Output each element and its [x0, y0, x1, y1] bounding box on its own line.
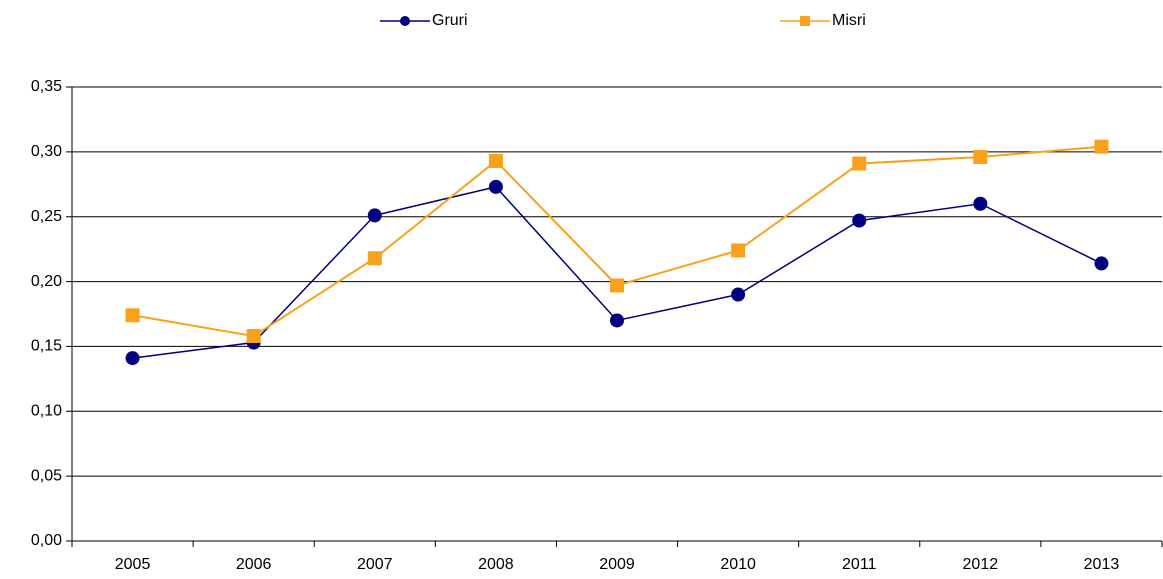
y-tick-label: 0,35	[31, 78, 62, 95]
y-tick-label: 0,10	[31, 403, 62, 420]
y-tick-label: 0,25	[31, 208, 62, 225]
x-tick-label: 2009	[599, 556, 635, 573]
point	[367, 251, 382, 266]
point	[367, 208, 382, 223]
point	[1094, 139, 1109, 154]
point	[852, 213, 867, 228]
point	[731, 287, 746, 302]
legend-marker	[400, 16, 410, 26]
point	[1094, 256, 1109, 271]
series-line	[132, 186, 1102, 359]
y-tick-label: 0,30	[31, 143, 62, 160]
y-tick-label: 0,00	[31, 532, 62, 549]
x-tick-label: 2006	[236, 556, 272, 573]
point	[973, 196, 988, 211]
y-tick-label: 0,05	[31, 467, 62, 484]
legend-label: Gruri	[432, 12, 468, 29]
point	[246, 329, 261, 344]
x-tick-label: 2013	[1084, 556, 1120, 573]
point	[973, 150, 988, 165]
point	[610, 278, 624, 293]
x-tick-label: 2012	[963, 556, 999, 573]
point	[852, 156, 867, 171]
point	[488, 153, 503, 168]
legend-label: Misri	[832, 12, 866, 29]
x-tick-label: 2007	[357, 556, 393, 573]
legend-marker	[800, 16, 810, 26]
point	[610, 313, 624, 328]
x-tick-label: 2005	[115, 556, 151, 573]
series-line	[132, 145, 1102, 338]
x-tick-label: 2010	[720, 556, 756, 573]
x-tick-label: 2011	[842, 556, 877, 573]
point	[731, 243, 746, 258]
y-tick-label: 0,15	[31, 338, 62, 355]
point	[488, 179, 503, 194]
point	[125, 308, 140, 323]
point	[125, 351, 140, 366]
y-tick-label: 0,20	[31, 273, 62, 290]
x-tick-label: 2008	[478, 556, 514, 573]
